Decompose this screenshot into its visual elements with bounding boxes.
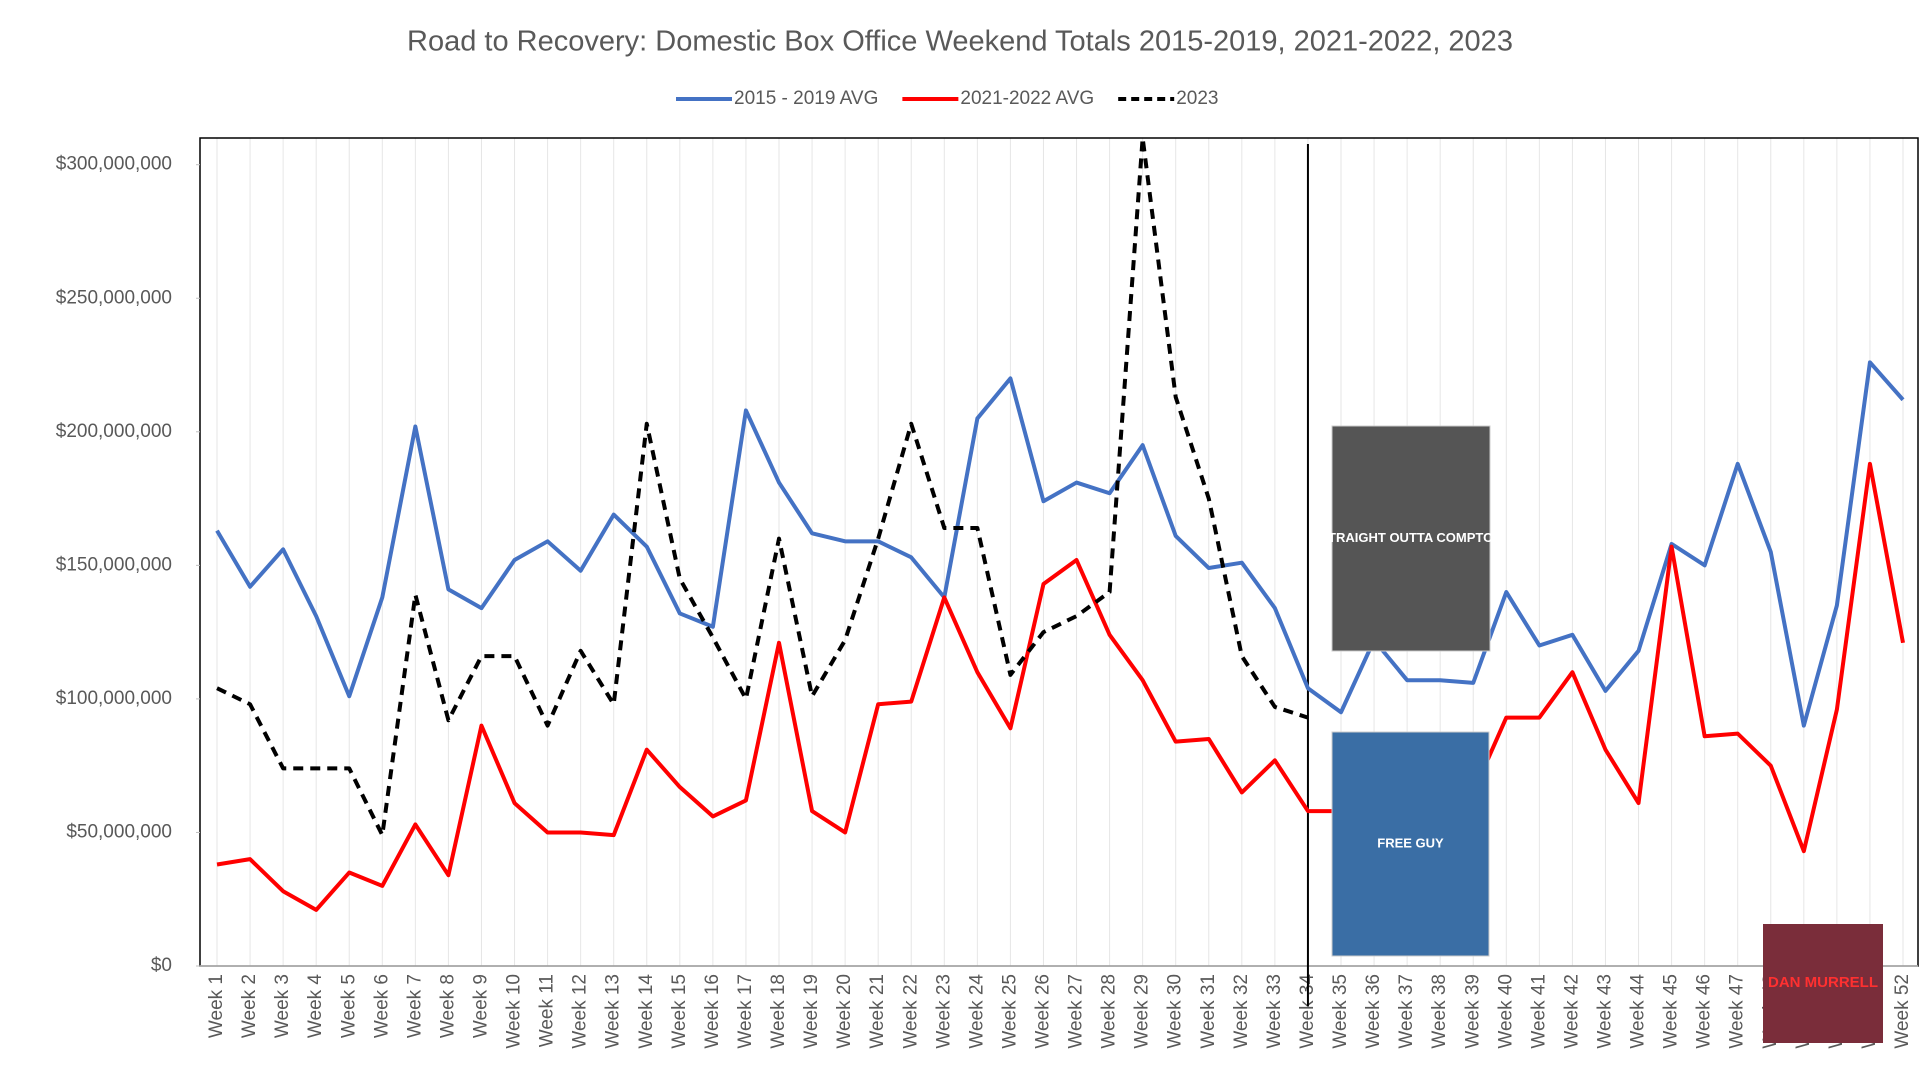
x-tick-label: Week 9	[470, 974, 491, 1038]
y-tick-label: $50,000,000	[66, 821, 172, 842]
x-tick-label: Week 3	[272, 974, 293, 1038]
x-tick-label: Week 26	[1032, 974, 1053, 1049]
x-tick-label: Week 45	[1661, 974, 1682, 1049]
x-tick-label: Week 47	[1727, 974, 1748, 1049]
legend-label: 2023	[1176, 88, 1218, 109]
x-tick-label: Week 15	[669, 974, 690, 1049]
series-line	[215, 360, 1905, 728]
x-tick-label: Week 18	[768, 974, 789, 1049]
x-tick-label: Week 41	[1528, 974, 1549, 1049]
x-tick-label: Week 6	[371, 974, 392, 1038]
x-tick-label: Week 40	[1495, 974, 1516, 1049]
x-tick-label: Week 13	[603, 974, 624, 1049]
y-tick-label: $100,000,000	[56, 688, 172, 709]
x-tick-label: Week 12	[570, 974, 591, 1049]
y-tick-label: $300,000,000	[56, 154, 172, 175]
logo	[1763, 924, 1883, 1043]
x-tick-label: Week 23	[933, 974, 954, 1049]
x-tick-label: Week 39	[1462, 974, 1483, 1049]
logo-text: DAN MURRELL	[1768, 974, 1878, 991]
x-tick-label: Week 32	[1231, 974, 1252, 1049]
x-tick-label: Week 37	[1396, 974, 1417, 1049]
x-tick-label: Week 2	[239, 974, 260, 1038]
x-tick-label: Week 4	[305, 974, 326, 1039]
series-line	[216, 461, 1905, 912]
x-tick-label: Week 43	[1594, 974, 1615, 1049]
poster	[1331, 425, 1491, 652]
x-tick-label: Week 42	[1561, 974, 1582, 1049]
x-tick-label: Week 27	[1066, 974, 1087, 1049]
x-tick-label: Week 10	[504, 974, 525, 1049]
x-tick-label: Week 24	[966, 974, 987, 1049]
series-line	[216, 136, 1309, 838]
x-tick-label: Week 5	[338, 974, 359, 1038]
x-tick-label: Week 46	[1694, 974, 1715, 1049]
x-tick-label: Week 19	[801, 974, 822, 1049]
y-tick-label: $250,000,000	[56, 287, 172, 308]
x-tick-label: Week 14	[636, 974, 657, 1049]
poster-title: STRAIGHT OUTTA COMPTON	[1319, 530, 1502, 545]
x-tick-label: Week 33	[1264, 974, 1285, 1049]
x-tick-label: Week 8	[437, 974, 458, 1038]
legend-label: 2021-2022 AVG	[960, 88, 1094, 109]
x-tick-label: Week 11	[537, 974, 558, 1047]
x-tick-label: Week 22	[900, 974, 921, 1049]
y-tick-label: $0	[151, 955, 172, 976]
x-tick-label: Week 16	[702, 974, 723, 1049]
x-tick-label: Week 28	[1099, 974, 1120, 1049]
x-tick-label: Week 34	[1297, 974, 1318, 1049]
x-tick-label: Week 17	[735, 974, 756, 1049]
x-tick-label: Week 29	[1132, 974, 1153, 1049]
x-tick-label: Week 44	[1628, 974, 1649, 1049]
x-tick-label: Week 21	[867, 974, 888, 1049]
legend-label: 2015 - 2019 AVG	[734, 88, 878, 109]
y-tick-label: $200,000,000	[56, 421, 172, 442]
legend: 2015 - 2019 AVG 2021-2022 AVG 2023	[676, 88, 1218, 109]
poster	[1331, 731, 1490, 957]
x-tick-label: Week 38	[1429, 974, 1450, 1049]
y-tick-label: $150,000,000	[56, 554, 172, 575]
x-tick-label: Week 20	[834, 974, 855, 1049]
x-tick-label: Week 30	[1165, 974, 1186, 1049]
x-tick-label: Week 31	[1198, 974, 1219, 1049]
x-tick-label: Week 25	[999, 974, 1020, 1049]
poster-title: FREE GUY	[1377, 835, 1444, 850]
x-tick-label: Week 52	[1892, 974, 1913, 1049]
x-tick-label: Week 36	[1363, 974, 1384, 1049]
x-tick-label: Week 1	[206, 974, 227, 1038]
x-tick-label: Week 35	[1330, 974, 1351, 1049]
x-tick-label: Week 7	[404, 974, 425, 1038]
chart-title: Road to Recovery: Domestic Box Office We…	[407, 26, 1513, 58]
